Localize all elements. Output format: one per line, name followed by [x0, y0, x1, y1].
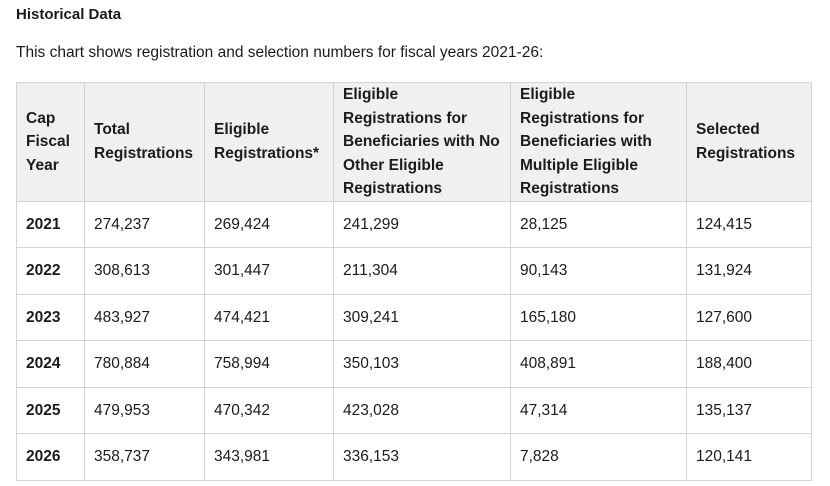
- header-eligible-registrations: Eligible Registrations*: [204, 82, 334, 202]
- table-row: 2026 358,737 343,981 336,153 7,828 120,1…: [16, 433, 812, 481]
- intro-text: This chart shows registration and select…: [16, 44, 544, 61]
- section-heading: Historical Data: [16, 6, 122, 23]
- row-year: 2024: [16, 340, 85, 388]
- cell-eligible: 474,421: [204, 293, 334, 341]
- cell-no-other: 423,028: [333, 386, 511, 434]
- cell-eligible: 269,424: [204, 200, 334, 248]
- table-row: 2022 308,613 301,447 211,304 90,143 131,…: [16, 247, 812, 295]
- cell-multiple: 7,828: [510, 433, 687, 481]
- table-row: 2023 483,927 474,421 309,241 165,180 127…: [16, 293, 812, 341]
- cell-total: 274,237: [84, 200, 205, 248]
- cell-total: 308,613: [84, 247, 205, 295]
- header-eligible-no-other: Eligible Registrations for Beneficiaries…: [333, 82, 511, 202]
- row-year: 2026: [16, 433, 85, 481]
- cell-multiple: 408,891: [510, 340, 687, 388]
- cell-no-other: 336,153: [333, 433, 511, 481]
- header-eligible-multiple: Eligible Registrations for Beneficiaries…: [510, 82, 687, 202]
- table-header-row: Cap Fiscal Year Total Registrations Elig…: [16, 82, 812, 202]
- cell-no-other: 241,299: [333, 200, 511, 248]
- header-cap-fiscal-year: Cap Fiscal Year: [16, 82, 85, 202]
- header-total-registrations: Total Registrations: [84, 82, 205, 202]
- cell-total: 358,737: [84, 433, 205, 481]
- cell-multiple: 47,314: [510, 386, 687, 434]
- cell-eligible: 343,981: [204, 433, 334, 481]
- row-year: 2025: [16, 386, 85, 434]
- row-year: 2023: [16, 293, 85, 341]
- header-selected-registrations: Selected Registrations: [686, 82, 812, 202]
- cell-multiple: 28,125: [510, 200, 687, 248]
- cell-selected: 124,415: [686, 200, 812, 248]
- row-year: 2022: [16, 247, 85, 295]
- cell-selected: 127,600: [686, 293, 812, 341]
- cell-eligible: 470,342: [204, 386, 334, 434]
- cell-selected: 131,924: [686, 247, 812, 295]
- cell-no-other: 350,103: [333, 340, 511, 388]
- cell-total: 483,927: [84, 293, 205, 341]
- table-row: 2024 780,884 758,994 350,103 408,891 188…: [16, 340, 812, 388]
- cell-no-other: 211,304: [333, 247, 511, 295]
- cell-eligible: 758,994: [204, 340, 334, 388]
- cell-selected: 135,137: [686, 386, 812, 434]
- row-year: 2021: [16, 200, 85, 248]
- registration-table: Cap Fiscal Year Total Registrations Elig…: [16, 82, 812, 481]
- cell-no-other: 309,241: [333, 293, 511, 341]
- cell-selected: 188,400: [686, 340, 812, 388]
- table-row: 2021 274,237 269,424 241,299 28,125 124,…: [16, 200, 812, 248]
- cell-total: 479,953: [84, 386, 205, 434]
- cell-selected: 120,141: [686, 433, 812, 481]
- cell-eligible: 301,447: [204, 247, 334, 295]
- cell-multiple: 165,180: [510, 293, 687, 341]
- table-row: 2025 479,953 470,342 423,028 47,314 135,…: [16, 386, 812, 434]
- cell-total: 780,884: [84, 340, 205, 388]
- cell-multiple: 90,143: [510, 247, 687, 295]
